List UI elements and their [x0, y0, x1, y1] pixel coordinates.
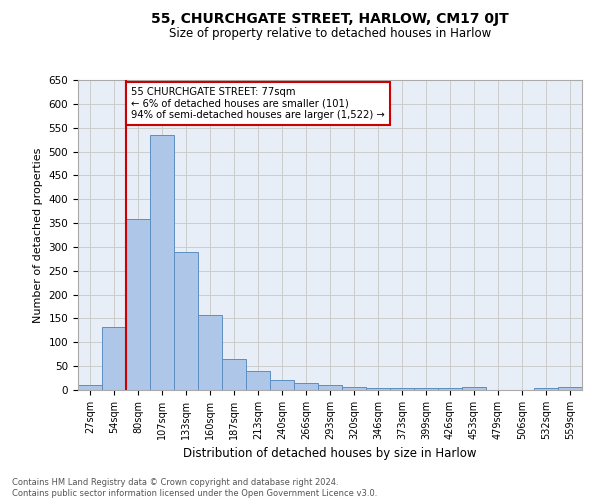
Bar [558, 387, 582, 390]
Bar [150, 135, 174, 390]
Bar [102, 326, 126, 390]
Bar [126, 220, 150, 390]
Bar [414, 388, 438, 390]
Bar [246, 371, 270, 390]
Text: 55, CHURCHGATE STREET, HARLOW, CM17 0JT: 55, CHURCHGATE STREET, HARLOW, CM17 0JT [151, 12, 509, 26]
Bar [294, 383, 318, 390]
Bar [318, 385, 342, 390]
Bar [78, 385, 102, 390]
Text: Size of property relative to detached houses in Harlow: Size of property relative to detached ho… [169, 28, 491, 40]
Bar [438, 388, 462, 390]
Bar [342, 386, 366, 390]
Bar [366, 388, 390, 390]
Bar [462, 387, 486, 390]
Bar [198, 314, 222, 390]
Bar [390, 388, 414, 390]
Text: 55 CHURCHGATE STREET: 77sqm
← 6% of detached houses are smaller (101)
94% of sem: 55 CHURCHGATE STREET: 77sqm ← 6% of deta… [131, 87, 385, 120]
X-axis label: Distribution of detached houses by size in Harlow: Distribution of detached houses by size … [183, 448, 477, 460]
Y-axis label: Number of detached properties: Number of detached properties [33, 148, 43, 322]
Bar [270, 380, 294, 390]
Bar [174, 252, 198, 390]
Text: Contains HM Land Registry data © Crown copyright and database right 2024.
Contai: Contains HM Land Registry data © Crown c… [12, 478, 377, 498]
Bar [222, 359, 246, 390]
Bar [534, 388, 558, 390]
